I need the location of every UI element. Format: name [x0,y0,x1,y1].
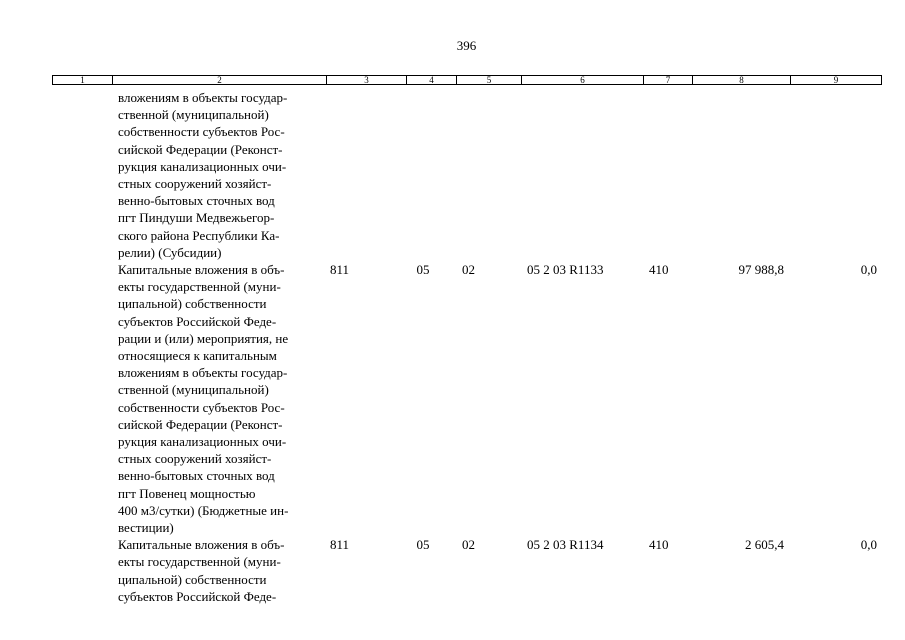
description-line: сийской Федерации (Реконст- [118,416,283,432]
header-cell: 8 [692,75,791,85]
description-line: стных сооружений хозяйст- [118,451,272,467]
header-cell: 5 [456,75,522,85]
description-line: вестиции) [118,520,174,535]
page-number: 396 [456,38,477,53]
table-cell: 05 2 03 R1134 [527,537,604,553]
description-line: 400 м3/сутки) (Бюджетные ин- [118,502,289,518]
header-cell: 2 [112,75,327,85]
header-cell: 1 [52,75,113,85]
description-line: релии) (Субсидии) [118,244,222,260]
description-line: собственности субъектов Рос- [118,399,285,415]
description-line: Капитальные вложения в объ- [118,262,285,277]
description-line: венно-бытовых сточных вод [118,468,275,484]
description-line: рукция канализационных очи- [118,434,287,449]
description-line: екты государственной (муни- [118,554,281,570]
table-cell: 02 [462,262,475,277]
table-cell: 05 2 03 R1133 [527,262,604,277]
description-line: рукция канализационных очи- [118,158,287,174]
table-cell: 811 [330,537,350,553]
description-line: вложениям в объекты государ- [118,90,288,105]
header-cell: 9 [790,75,882,85]
description-line: ципальной) собственности [118,296,267,312]
table-cell: 05 [416,262,430,277]
table-cell: 2 605,4 [745,537,784,553]
description-line: ственной (муниципальной) [118,382,269,398]
description-line: пгт Повенец мощностью [118,485,256,501]
description-line: ственной (муниципальной) [118,107,269,123]
description-line: Капитальные вложения в объ- [118,537,285,553]
description-line: венно-бытовых сточных вод [118,193,275,209]
description-line: субъектов Российской Феде- [118,313,277,329]
description-line: вложениям в объекты государ- [118,365,288,381]
description-line: ского района Республики Ка- [118,227,280,243]
table-cell: 97 988,8 [738,262,785,277]
table-cell: 02 [462,537,475,553]
header-cell: 6 [521,75,644,85]
description-line: сийской Федерации (Реконст- [118,141,283,157]
description-line: субъектов Российской Феде- [118,588,277,604]
description-line: екты государственной (муни- [118,279,281,295]
header-cell: 4 [406,75,457,85]
description-line: рации и (или) мероприятия, не [118,330,289,346]
description-line: пгт Пиндуши Медвежьегор- [118,210,275,226]
description-line: стных сооружений хозяйст- [118,176,272,191]
description-line: относящиеся к капитальным [118,348,277,363]
table-cell: 410 [649,537,669,553]
table-cell: 05 [416,537,430,553]
table-cell: 410 [649,262,669,277]
description-line: ципальной) собственности [118,571,267,587]
table-cell: 0,0 [860,537,877,553]
description-line: собственности субъектов Рос- [118,124,285,140]
table-cell: 0,0 [860,262,877,277]
table-cell: 811 [330,262,350,277]
header-cell: 7 [643,75,693,85]
header-cell: 3 [326,75,407,85]
